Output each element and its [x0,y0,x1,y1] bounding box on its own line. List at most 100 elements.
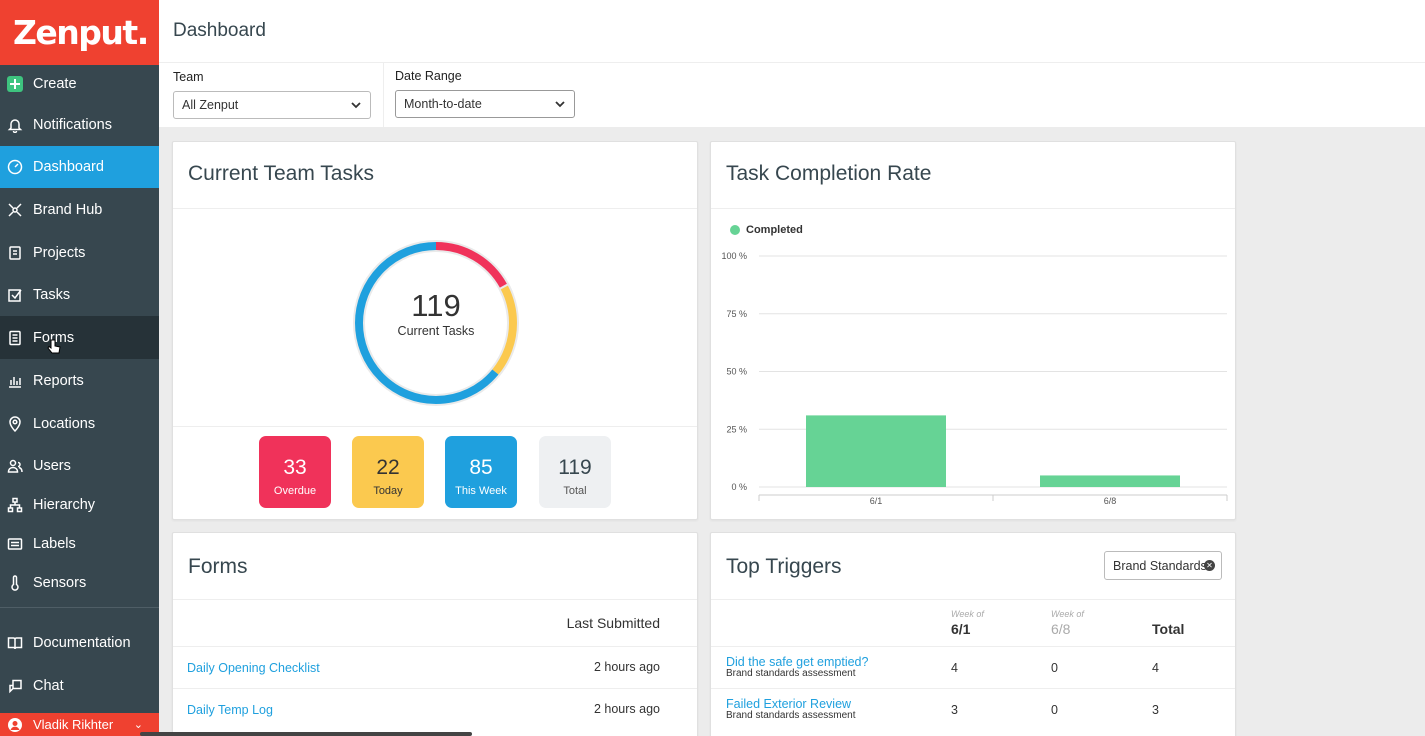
week-of-label: Week of [951,609,984,619]
sidebar-item-label: Dashboard [33,159,104,175]
sidebar-item-forms[interactable]: Forms [0,316,159,359]
horizontal-scrollbar[interactable] [140,732,472,736]
date-range-select[interactable]: Month-to-date [395,90,575,118]
trigger-link[interactable]: Did the safe get emptied? [726,655,869,669]
table-row: Daily Opening Checklist 2 hours ago [173,646,697,688]
card-divider [711,208,1235,209]
current-team-tasks-card: Current Team Tasks 119 Current Tasks 33 … [172,141,698,520]
user-menu[interactable]: Vladik Rikhter ⌄ [0,713,159,736]
bar [1040,475,1180,487]
checkbox-icon [7,287,23,303]
donut-center: 119 Current Tasks [356,288,516,338]
sidebar-item-create[interactable]: Create [0,65,159,103]
trigger-source: Brand standards assessment [726,710,856,721]
page-title: Dashboard [173,20,266,41]
week-column-header[interactable]: 6/8 [1051,621,1071,637]
last-submitted-header: Last Submitted [566,615,660,631]
y-tick-label: 100 % [721,251,747,261]
sidebar-item-projects[interactable]: Projects [0,231,159,274]
stat-today[interactable]: 22 Today [352,436,424,508]
plus-square-icon [7,76,23,92]
current-tasks-label: Current Tasks [397,324,475,338]
dashboard-icon [7,159,23,175]
user-avatar-icon [7,717,23,733]
sidebar-item-chat[interactable]: Chat [0,664,159,707]
trigger-week2-count: 0 [1051,661,1058,675]
clear-icon[interactable]: ✕ [1204,560,1215,571]
team-select-value: All Zenput [182,98,239,112]
sidebar-item-label: Chat [33,677,64,694]
team-filter: Team All Zenput [173,63,373,127]
week-column-header[interactable]: 6/1 [951,621,971,637]
form-link[interactable]: Daily Opening Checklist [187,661,320,675]
sidebar-item-label: Tasks [33,287,71,303]
trigger-week2-count: 0 [1051,703,1058,717]
table-row: Daily Temp Log 2 hours ago [173,688,697,730]
sidebar-item-hierarchy[interactable]: Hierarchy [0,487,159,523]
legend-swatch [730,225,740,235]
chevron-down-icon [555,101,565,108]
legend-label[interactable]: Completed [746,224,803,236]
x-tick-label: 6/1 [870,496,883,506]
date-range-label: Date Range [395,69,462,83]
x-tick-label: 6/8 [1104,496,1117,506]
tasks-donut-chart [353,240,519,406]
stat-label: Total [563,485,587,497]
forms-card: Forms Last Submitted Daily Opening Check… [172,532,698,736]
trigger-link[interactable]: Failed Exterior Review [726,697,852,711]
sidebar-item-label: Brand Hub [33,201,103,218]
current-tasks-count: 119 [411,288,461,323]
hand-cursor-icon [47,339,61,359]
y-tick-label: 25 % [726,424,747,434]
top-triggers-card: Top Triggers Brand Standards ✕ Week of 6… [710,532,1236,736]
sidebar-item-users[interactable]: Users [0,445,159,487]
trigger-source: Brand standards assessment [726,668,856,679]
filter-divider [383,63,384,127]
card-title: Forms [188,555,248,578]
y-tick-label: 75 % [726,309,747,319]
sidebar-item-reports[interactable]: Reports [0,359,159,402]
team-select[interactable]: All Zenput [173,91,371,119]
thermometer-icon [7,575,23,591]
sidebar-item-labels[interactable]: Labels [0,523,159,565]
sidebar-item-locations[interactable]: Locations [0,402,159,445]
reports-icon [7,373,23,389]
y-tick-label: 0 % [731,482,747,492]
sidebar-item-label: Create [33,76,77,92]
sidebar-item-label: Labels [33,536,76,552]
stat-this-week[interactable]: 85 This Week [445,436,517,508]
form-link[interactable]: Daily Temp Log [187,703,273,717]
sidebar-item-label: Hierarchy [33,497,96,513]
trigger-total-count: 3 [1152,703,1159,717]
sidebar-item-sensors[interactable]: Sensors [0,565,159,601]
donut-segment-this-week [355,242,517,404]
card-title: Task Completion Rate [726,162,932,185]
sidebar-item-label: Documentation [33,635,131,651]
sidebar-item-label: Locations [33,415,96,432]
date-range-filter: Date Range Month-to-date [395,63,595,127]
sidebar-item-dashboard[interactable]: Dashboard [0,146,159,188]
zenput-logo[interactable]: Zenput. [0,0,159,65]
bar [806,415,946,487]
hierarchy-icon [7,497,23,513]
book-icon [7,635,23,651]
week-of-label: Week of [1051,609,1084,619]
sidebar-item-brand-hub[interactable]: Brand Hub [0,188,159,231]
sidebar-item-notifications[interactable]: Notifications [0,103,159,146]
stat-value: 119 [558,456,592,479]
sidebar-item-tasks[interactable]: Tasks [0,274,159,316]
completion-bar-chart: 0 % 25 % 50 % 75 % 100 % 6/1 6/8 [721,251,1228,506]
hub-icon [7,202,23,218]
map-pin-icon [7,415,23,432]
trigger-filter-value: Brand Standards [1113,558,1207,573]
trigger-filter-chip[interactable]: Brand Standards ✕ [1104,551,1222,580]
card-divider [173,208,697,209]
sidebar-item-label: Sensors [33,575,87,591]
sidebar-item-documentation[interactable]: Documentation [0,622,159,664]
sidebar-item-label: Reports [33,372,84,389]
stat-overdue[interactable]: 33 Overdue [259,436,331,508]
stat-total[interactable]: 119 Total [539,436,611,508]
trigger-total-count: 4 [1152,661,1159,675]
form-last-submitted: 2 hours ago [593,702,660,716]
date-range-value: Month-to-date [404,97,482,111]
